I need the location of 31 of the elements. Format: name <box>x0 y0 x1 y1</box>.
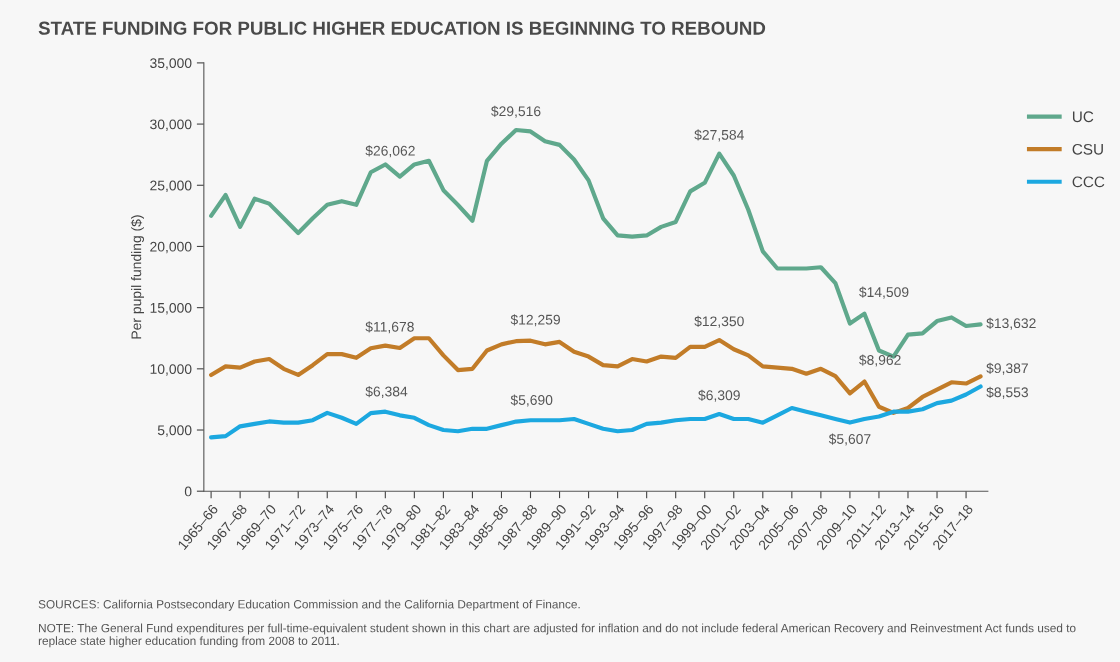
legend-label: UC <box>1072 111 1094 123</box>
data-label: $9,387 <box>986 362 1028 375</box>
data-label: $5,607 <box>828 433 871 446</box>
data-label: $26,062 <box>365 145 415 158</box>
legend-label: CSU <box>1072 143 1103 155</box>
y-tick-label: 5,000 <box>157 425 192 437</box>
y-tick-label: 30,000 <box>150 119 192 131</box>
source-note: SOURCES: California Postsecondary Education Commission and the California Department of Finance. <box>38 599 580 611</box>
data-label: $6,384 <box>365 386 408 399</box>
y-tick-label: 10,000 <box>150 364 192 376</box>
data-label: $13,632 <box>986 317 1036 330</box>
data-label: $6,309 <box>698 389 740 402</box>
y-tick-label: 0 <box>184 486 192 497</box>
data-label: $29,516 <box>491 105 541 118</box>
data-label: $12,350 <box>694 315 744 328</box>
chart-title: STATE FUNDING FOR PUBLIC HIGHER EDUCATION IS BEGINNING TO REBOUND <box>38 21 766 35</box>
y-axis-title: Per pupil funding ($) <box>130 215 144 339</box>
data-label: $12,259 <box>510 314 560 327</box>
legend-label: CCC <box>1072 176 1105 188</box>
data-label: $27,584 <box>694 129 744 142</box>
data-label: $14,509 <box>859 286 909 299</box>
y-tick-label: 25,000 <box>150 180 192 193</box>
data-label: $11,678 <box>365 321 414 334</box>
y-tick-label: 15,000 <box>150 302 192 315</box>
text: NOTE: The General Fund expenditures per full-time-equivalent student shown in this chart are adjusted for inflation and do not include federal American Recovery and Reinvestment Act funds used to replace state higher education funding from 2008 to 2011. <box>38 623 1076 648</box>
y-tick-label: 35,000 <box>150 58 192 70</box>
y-tick-label: 20,000 <box>150 241 192 254</box>
line-series <box>209 336 983 415</box>
data-label: $8,553 <box>986 386 1029 399</box>
data-label: $8,962 <box>859 354 901 367</box>
data-label: $5,690 <box>510 394 553 407</box>
